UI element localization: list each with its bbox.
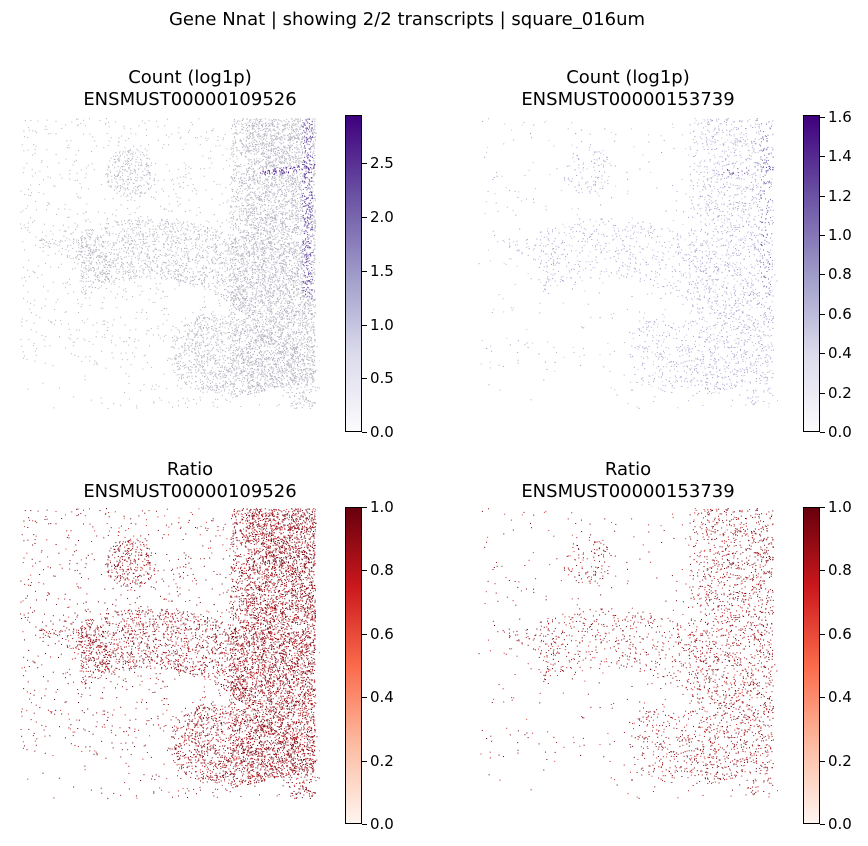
figure-title: Gene Nnat | showing 2/2 transcripts | sq… bbox=[0, 9, 814, 30]
colorbar-tick-label: 0.2 bbox=[820, 753, 852, 769]
colorbar-tick-label: 0.0 bbox=[362, 424, 394, 440]
panel-1-colorbar bbox=[345, 115, 362, 432]
colorbar-tick-label: 1.0 bbox=[362, 499, 394, 515]
panel-2-title-line2: ENSMUST00000153739 bbox=[458, 89, 798, 111]
panel-1-title-line2: ENSMUST00000109526 bbox=[20, 89, 360, 111]
panel-1-title-line1: Count (log1p) bbox=[20, 67, 360, 89]
panel-4-scatter bbox=[478, 508, 778, 799]
colorbar-tick-label: 0.2 bbox=[820, 385, 852, 401]
colorbar-tick-label: 1.0 bbox=[362, 317, 394, 333]
panel-2-title-line1: Count (log1p) bbox=[458, 67, 798, 89]
colorbar-tick-label: 0.6 bbox=[820, 306, 852, 322]
colorbar-tick-label: 0.0 bbox=[362, 816, 394, 832]
colorbar-tick-label: 0.5 bbox=[362, 370, 394, 386]
panel-4-colorbar bbox=[803, 507, 820, 824]
colorbar-tick-label: 1.4 bbox=[820, 148, 852, 164]
panel-2-scatter bbox=[478, 118, 778, 409]
colorbar-tick-label: 1.0 bbox=[820, 227, 852, 243]
panel-1-title: Count (log1p) ENSMUST00000109526 bbox=[20, 67, 360, 111]
colorbar-tick-label: 0.6 bbox=[820, 626, 852, 642]
colorbar-tick-label: 2.5 bbox=[362, 155, 394, 171]
panel-4-title-line2: ENSMUST00000153739 bbox=[458, 481, 798, 503]
colorbar-tick-label: 0.8 bbox=[820, 562, 852, 578]
panel-3-scatter bbox=[20, 508, 320, 799]
colorbar-tick-label: 0.2 bbox=[362, 753, 394, 769]
panel-3-title: Ratio ENSMUST00000109526 bbox=[20, 459, 360, 503]
colorbar-tick-label: 0.8 bbox=[820, 266, 852, 282]
panel-3-title-line2: ENSMUST00000109526 bbox=[20, 481, 360, 503]
colorbar-tick-label: 2.0 bbox=[362, 209, 394, 225]
panel-3-colorbar bbox=[345, 507, 362, 824]
colorbar-tick-label: 0.0 bbox=[820, 424, 852, 440]
colorbar-tick-label: 0.8 bbox=[362, 562, 394, 578]
panel-4-title-line1: Ratio bbox=[458, 459, 798, 481]
panel-1-scatter bbox=[20, 118, 320, 409]
colorbar-tick-label: 0.4 bbox=[820, 689, 852, 705]
colorbar-tick-label: 0.4 bbox=[820, 345, 852, 361]
panel-3-title-line1: Ratio bbox=[20, 459, 360, 481]
panel-4-title: Ratio ENSMUST00000153739 bbox=[458, 459, 798, 503]
colorbar-tick-label: 0.6 bbox=[362, 626, 394, 642]
colorbar-tick-label: 1.0 bbox=[820, 499, 852, 515]
colorbar-tick-label: 0.4 bbox=[362, 689, 394, 705]
colorbar-tick-label: 1.2 bbox=[820, 188, 852, 204]
colorbar-tick-label: 1.6 bbox=[820, 109, 852, 125]
colorbar-tick-label: 0.0 bbox=[820, 816, 852, 832]
panel-2-title: Count (log1p) ENSMUST00000153739 bbox=[458, 67, 798, 111]
colorbar-tick-label: 1.5 bbox=[362, 263, 394, 279]
panel-2-colorbar bbox=[803, 115, 820, 432]
